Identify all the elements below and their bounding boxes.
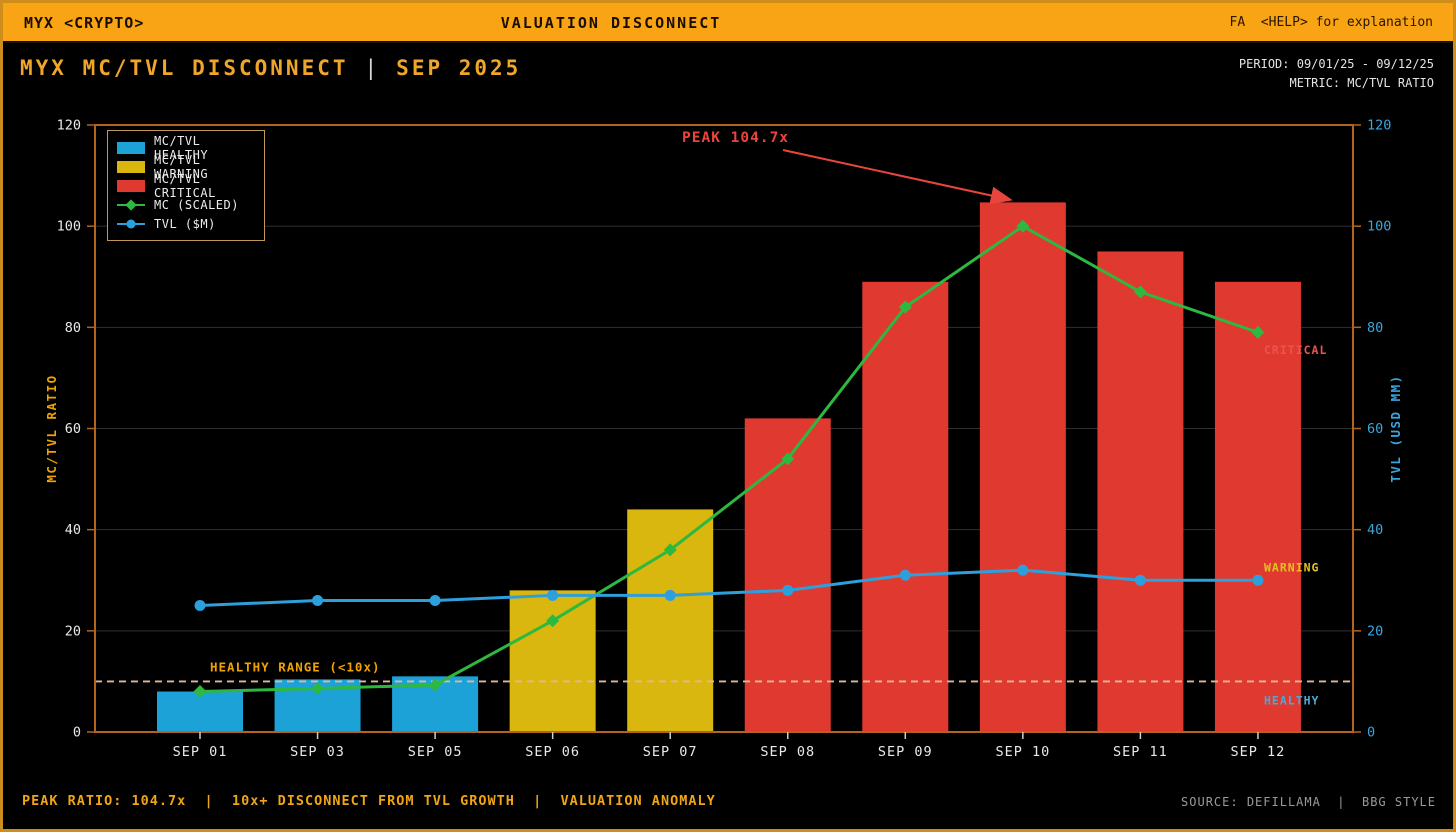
right-axis-title: TVL (USD MM) bbox=[1388, 374, 1403, 482]
left-axis-tick-label: 0 bbox=[73, 725, 81, 741]
metric-label: METRIC: MC/TVL RATIO bbox=[1289, 76, 1435, 90]
legend-item-label: MC/TVL HEALTHY bbox=[154, 133, 209, 162]
zone-label-warning: WARNING bbox=[1264, 561, 1319, 575]
bar-sep-11[interactable] bbox=[1097, 251, 1184, 733]
footer-summary: PEAK RATIO: 104.7x | 10x+ DISCONNECT FRO… bbox=[22, 793, 716, 809]
help-hint[interactable]: FA <HELP> for explanation bbox=[1229, 15, 1434, 30]
left-axis-tick-label: 80 bbox=[65, 320, 81, 336]
tvl-m--point-sep-12 bbox=[1252, 574, 1264, 586]
healthy-range-label: HEALTHY RANGE (<10x) bbox=[210, 659, 381, 674]
zone-label-critical: CRITICAL bbox=[1264, 343, 1327, 357]
right-axis-tick-label: 120 bbox=[1367, 118, 1391, 134]
x-axis-label-sep-07: SEP 07 bbox=[643, 744, 698, 760]
left-axis-tick-label: 100 bbox=[57, 219, 81, 235]
left-axis-tick-label: 120 bbox=[57, 118, 81, 134]
x-axis-label-sep-05: SEP 05 bbox=[408, 744, 463, 760]
left-axis-title: MC/TVL RATIO bbox=[44, 374, 59, 482]
tvl-m--line bbox=[199, 568, 1258, 608]
ticker-label: MYX <CRYPTO> bbox=[24, 14, 145, 32]
legend-item-label: MC/TVL CRITICAL bbox=[154, 171, 216, 200]
right-axis-tick-label: 60 bbox=[1367, 421, 1383, 437]
left-axis-tick-label: 20 bbox=[65, 623, 81, 639]
tvl-m--point-sep-06 bbox=[547, 589, 559, 601]
legend-item-tvl-m-[interactable]: TVL ($M) bbox=[117, 214, 255, 233]
mc-scaled--point-sep-11 bbox=[1133, 285, 1147, 299]
bar-sep-01[interactable] bbox=[157, 691, 243, 732]
bar-sep-06[interactable] bbox=[509, 590, 596, 732]
x-axis-label-sep-12: SEP 12 bbox=[1231, 744, 1286, 760]
mc-scaled--point-sep-03 bbox=[311, 681, 325, 695]
left-axis-tick-label: 40 bbox=[65, 522, 81, 538]
left-axis-tick-label: 60 bbox=[65, 421, 81, 437]
terminal-header-bar: MYX <CRYPTO> VALUATION DISCONNECT FA <HE… bbox=[3, 3, 1453, 43]
peak-annotation-arrow bbox=[782, 149, 1013, 205]
legend-item-label: MC (SCALED) bbox=[154, 197, 239, 212]
chart-title: MYX MC/TVL DISCONNECT | SEP 2025 bbox=[20, 56, 521, 80]
legend-line-icon bbox=[117, 219, 145, 228]
x-axis-label-sep-03: SEP 03 bbox=[290, 744, 345, 760]
bar-sep-10[interactable] bbox=[979, 202, 1066, 732]
mc-scaled--point-sep-01 bbox=[193, 685, 207, 699]
function-title: VALUATION DISCONNECT bbox=[500, 14, 722, 32]
legend-item-label: MC/TVL WARNING bbox=[154, 152, 209, 181]
legend-item-mc-scaled-[interactable]: MC (SCALED) bbox=[117, 195, 255, 214]
tvl-m--point-sep-11 bbox=[1134, 574, 1146, 586]
mc-scaled--point-sep-06 bbox=[546, 614, 560, 628]
chart-title-separator: | bbox=[364, 56, 381, 80]
tvl-m--point-sep-05 bbox=[429, 594, 441, 606]
legend-item-mc-tvl-warning[interactable]: MC/TVL WARNING bbox=[117, 153, 255, 181]
tvl-m--point-sep-08 bbox=[782, 584, 794, 596]
right-axis-tick-label: 80 bbox=[1367, 320, 1383, 336]
mc-scaled--point-sep-07 bbox=[663, 543, 677, 557]
right-axis-tick-label: 20 bbox=[1367, 623, 1383, 639]
right-axis-tick-label: 0 bbox=[1367, 725, 1375, 741]
chart-title-main: MYX MC/TVL DISCONNECT bbox=[20, 56, 349, 80]
x-axis-label-sep-06: SEP 06 bbox=[525, 744, 580, 760]
legend-item-label: TVL ($M) bbox=[154, 216, 216, 231]
right-axis-tick-label: 100 bbox=[1367, 219, 1391, 235]
mc-scaled--point-sep-12 bbox=[1251, 325, 1265, 339]
chart-title-period: SEP 2025 bbox=[396, 56, 522, 80]
tvl-m--point-sep-10 bbox=[1017, 564, 1029, 576]
bar-sep-09[interactable] bbox=[862, 281, 949, 732]
mc-scaled--point-sep-08 bbox=[781, 452, 795, 466]
x-axis-label-sep-08: SEP 08 bbox=[760, 744, 815, 760]
footer-source: SOURCE: DEFILLAMA | BBG STYLE bbox=[1181, 795, 1436, 809]
right-axis-tick-label: 40 bbox=[1367, 522, 1383, 538]
tvl-m--point-sep-01 bbox=[194, 600, 206, 612]
legend-swatch-icon bbox=[117, 160, 145, 173]
legend-swatch-icon bbox=[117, 179, 145, 192]
mc-scaled--point-sep-10 bbox=[1016, 219, 1030, 233]
bar-sep-07[interactable] bbox=[627, 509, 714, 732]
bar-sep-08[interactable] bbox=[744, 418, 831, 732]
x-axis-label-sep-01: SEP 01 bbox=[173, 744, 228, 760]
legend-swatch-icon bbox=[117, 141, 145, 154]
zone-label-healthy: HEALTHY bbox=[1264, 694, 1319, 708]
tvl-m--point-sep-03 bbox=[312, 594, 324, 606]
mc-scaled--point-sep-09 bbox=[898, 300, 912, 314]
period-label: PERIOD: 09/01/25 - 09/12/25 bbox=[1238, 57, 1434, 71]
legend-item-mc-tvl-healthy[interactable]: MC/TVL HEALTHY bbox=[117, 134, 255, 162]
legend-line-icon bbox=[117, 198, 145, 211]
tvl-m--point-sep-07 bbox=[664, 589, 676, 601]
circle-marker-icon bbox=[126, 219, 136, 228]
legend-item-mc-tvl-critical[interactable]: MC/TVL CRITICAL bbox=[117, 172, 255, 200]
mc-scaled--point-sep-05 bbox=[428, 678, 442, 692]
diamond-marker-icon bbox=[125, 198, 137, 211]
tvl-m--point-sep-09 bbox=[899, 569, 911, 581]
x-axis-label-sep-11: SEP 11 bbox=[1113, 744, 1168, 760]
mc-scaled--line bbox=[199, 224, 1259, 694]
peak-annotation: PEAK 104.7x bbox=[682, 130, 789, 146]
bar-sep-12[interactable] bbox=[1214, 281, 1301, 732]
x-axis-label-sep-10: SEP 10 bbox=[995, 744, 1050, 760]
x-axis-label-sep-09: SEP 09 bbox=[878, 744, 933, 760]
chart-meta: PERIOD: 09/01/25 - 09/12/25 METRIC: MC/T… bbox=[1239, 55, 1434, 93]
chart-legend: MC/TVL HEALTHY MC/TVL WARNING MC/TVL CRITI… bbox=[107, 130, 265, 241]
